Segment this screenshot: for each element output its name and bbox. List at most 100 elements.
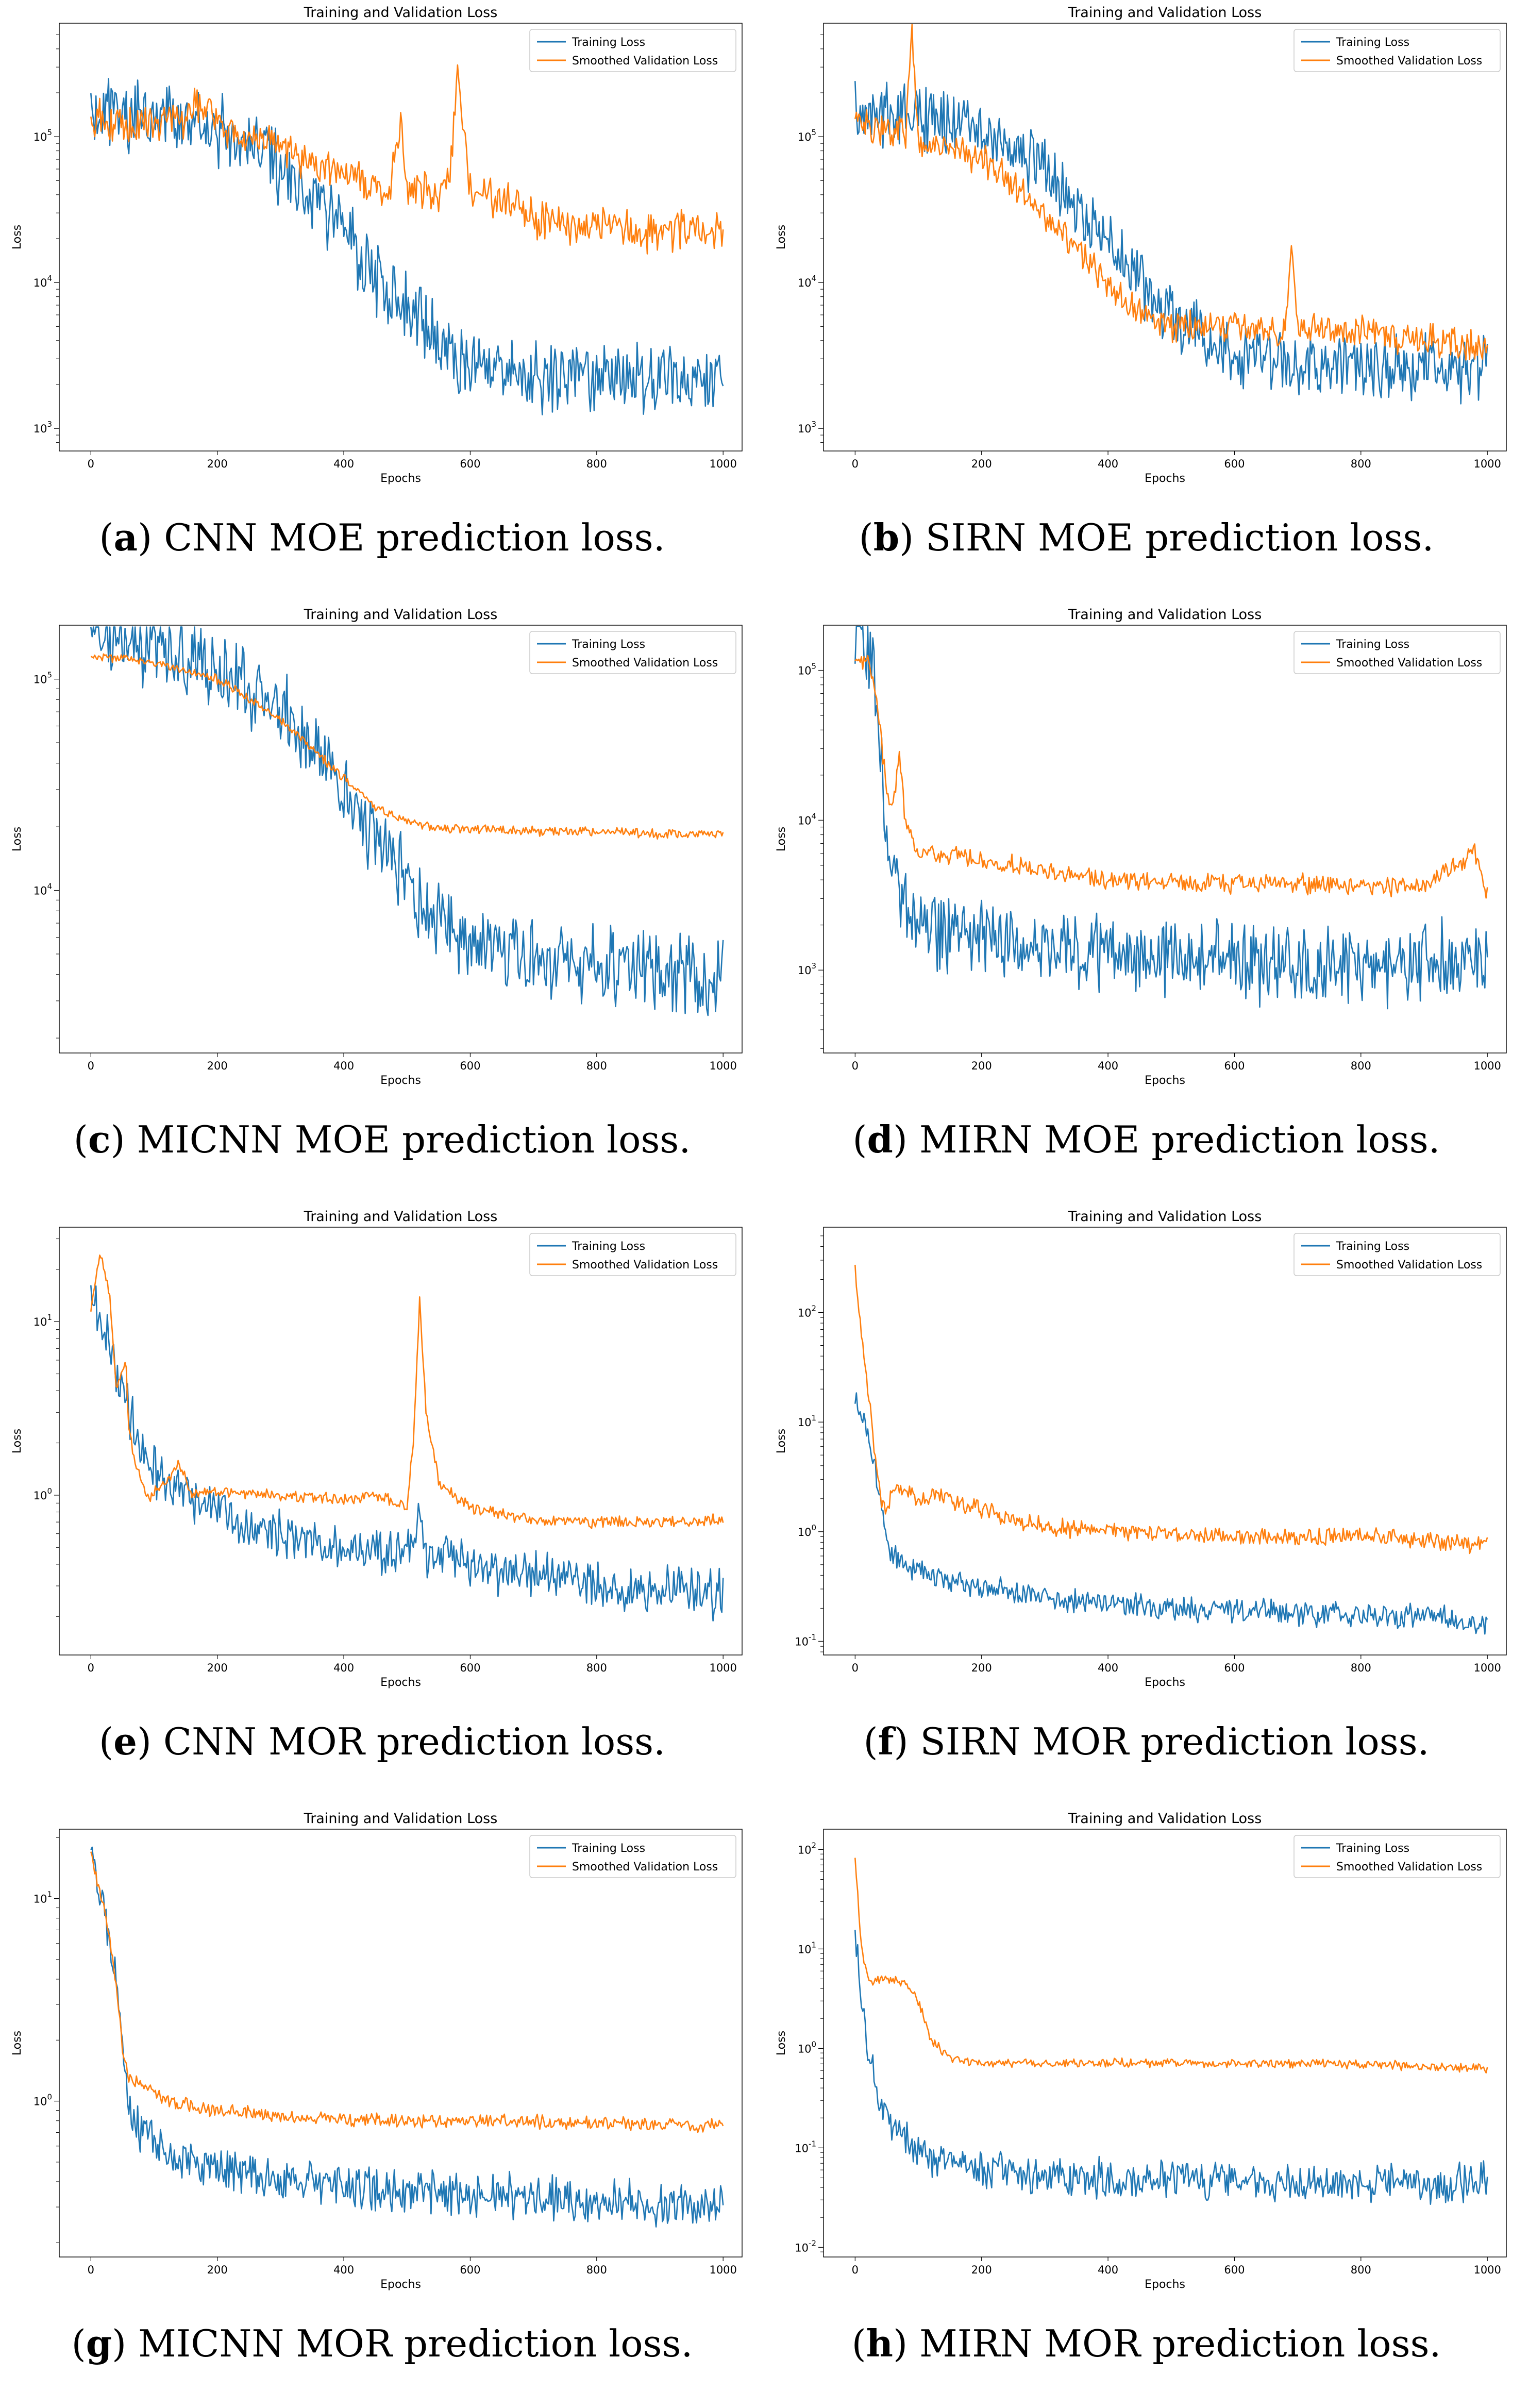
training-loss-line <box>854 81 1488 405</box>
plot-frame <box>59 1829 743 2258</box>
legend-label: Smoothed Validation Loss <box>572 657 718 670</box>
y-tick-label: 101 <box>798 1940 816 1955</box>
legend: Training Loss Smoothed Validation Loss <box>529 1233 736 1276</box>
caption-d: (d) MIRN MOE prediction loss. <box>852 1117 1440 1161</box>
x-tick-label: 1000 <box>709 1662 736 1674</box>
caption-text: CNN MOR prediction loss. <box>163 1720 665 1763</box>
legend-box <box>529 1233 736 1276</box>
x-tick-label: 800 <box>586 1662 607 1674</box>
x-tick-label: 600 <box>1224 1060 1245 1072</box>
x-tick-label: 600 <box>1224 2264 1245 2276</box>
legend-label: Training Loss <box>572 638 645 651</box>
x-tick-label: 600 <box>1224 458 1245 470</box>
x-tick-label: 800 <box>1351 458 1371 470</box>
x-tick-label: 800 <box>1351 2264 1371 2276</box>
training-loss-line <box>854 626 1488 1010</box>
x-tick-label: 0 <box>852 458 859 470</box>
legend-label: Smoothed Validation Loss <box>572 1259 718 1272</box>
legend-box <box>1293 631 1501 674</box>
panel-h: Training and Validation Loss 0 200 400 600 80… <box>764 1806 1528 2408</box>
chart-f: Training and Validation Loss 0 200 400 600 80… <box>775 1209 1507 1689</box>
y-tick-label: 101 <box>33 1890 52 1905</box>
chart-title: Training and Validation Loss <box>304 1209 498 1225</box>
x-axis-label: Epochs <box>380 2278 421 2291</box>
plot-frame <box>59 23 743 452</box>
y-tick-label: 104 <box>33 274 52 289</box>
x-axis-label: Epochs <box>380 1676 421 1689</box>
caption-letter: c <box>88 1117 111 1161</box>
chart-h: Training and Validation Loss 0 200 400 600 80… <box>775 1811 1507 2291</box>
plot-frame <box>59 625 743 1054</box>
y-tick-label: 10-2 <box>795 2238 816 2254</box>
x-tick-label: 1000 <box>709 458 736 470</box>
x-tick-label: 200 <box>971 2264 992 2276</box>
legend: Training Loss Smoothed Validation Loss <box>529 29 736 72</box>
caption-text: CNN MOE prediction loss. <box>164 516 665 559</box>
panel-f: Training and Validation Loss 0 200 400 600 80… <box>764 1204 1528 1806</box>
panel-d: Training and Validation Loss 0 200 400 600 80… <box>764 602 1528 1204</box>
legend-label: Training Loss <box>572 1240 645 1253</box>
caption-text: MIRN MOE prediction loss. <box>919 1118 1440 1161</box>
validation-loss-line <box>90 1851 724 2133</box>
x-tick-label: 0 <box>88 1060 94 1072</box>
y-axis-label: Loss <box>775 1429 788 1453</box>
y-tick-label: 10-1 <box>795 1632 816 1648</box>
x-tick-label: 400 <box>1098 1662 1118 1674</box>
x-axis-label: Epochs <box>1145 2278 1185 2291</box>
legend: Training Loss Smoothed Validation Loss <box>529 631 736 674</box>
plot-frame <box>823 625 1507 1054</box>
validation-loss-line <box>90 1255 724 1529</box>
y-tick-label: 105 <box>33 671 52 686</box>
x-tick-label: 400 <box>333 458 354 470</box>
panel-c: Training and Validation Loss 0 200 400 600 80… <box>0 602 764 1204</box>
caption-b: (b) SIRN MOE prediction loss. <box>859 515 1434 559</box>
x-tick-label: 1000 <box>1473 1662 1501 1674</box>
x-tick-label: 800 <box>586 2264 607 2276</box>
training-loss-line <box>854 1392 1488 1635</box>
caption-letter: g <box>86 2321 112 2365</box>
y-tick-label: 102 <box>798 1303 816 1319</box>
legend-box <box>529 29 736 72</box>
chart-title: Training and Validation Loss <box>1068 607 1262 623</box>
training-loss-line <box>854 1930 1488 2205</box>
legend-box <box>1293 1835 1501 1878</box>
chart-g: Training and Validation Loss 0 200 400 600 80… <box>11 1811 743 2291</box>
training-loss-line <box>90 1846 724 2228</box>
y-tick-label: 103 <box>798 420 816 435</box>
y-tick-label: 105 <box>33 128 52 143</box>
caption-letter: b <box>873 515 900 559</box>
x-tick-label: 600 <box>460 458 480 470</box>
x-axis-label: Epochs <box>380 1074 421 1087</box>
y-tick-label: 102 <box>798 1841 816 1856</box>
y-tick-label: 101 <box>33 1313 52 1328</box>
y-tick-label: 104 <box>33 882 52 897</box>
legend-label: Smoothed Validation Loss <box>572 1861 718 1874</box>
y-axis-label: Loss <box>11 2031 24 2055</box>
y-axis-label: Loss <box>775 2031 788 2055</box>
y-tick-label: 104 <box>798 274 816 289</box>
x-tick-label: 600 <box>460 1662 480 1674</box>
x-tick-label: 0 <box>852 2264 859 2276</box>
caption-text: MICNN MOR prediction loss. <box>138 2322 693 2365</box>
validation-loss-line <box>90 64 724 255</box>
legend: Training Loss Smoothed Validation Loss <box>1293 1835 1501 1878</box>
legend-label: Smoothed Validation Loss <box>1336 657 1482 670</box>
x-tick-label: 0 <box>88 2264 94 2276</box>
chart-title: Training and Validation Loss <box>1068 1209 1262 1225</box>
x-tick-label: 200 <box>971 1060 992 1072</box>
caption-text: MIRN MOR prediction loss. <box>919 2322 1441 2365</box>
legend-label: Training Loss <box>1336 36 1409 49</box>
legend-label: Smoothed Validation Loss <box>1336 1861 1482 1874</box>
training-loss-line <box>90 626 724 1016</box>
caption-g: (g) MICNN MOR prediction loss. <box>71 2321 693 2365</box>
chart-c: Training and Validation Loss 0 200 400 600 80… <box>11 607 743 1087</box>
y-axis-label: Loss <box>11 827 24 851</box>
x-tick-label: 400 <box>333 2264 354 2276</box>
x-tick-label: 400 <box>1098 2264 1118 2276</box>
panel-g: Training and Validation Loss 0 200 400 600 80… <box>0 1806 764 2408</box>
x-tick-label: 400 <box>1098 458 1118 470</box>
x-tick-label: 1000 <box>1473 1060 1501 1072</box>
x-tick-label: 800 <box>1351 1662 1371 1674</box>
panel-e: Training and Validation Loss 0 200 400 600 80… <box>0 1204 764 1806</box>
